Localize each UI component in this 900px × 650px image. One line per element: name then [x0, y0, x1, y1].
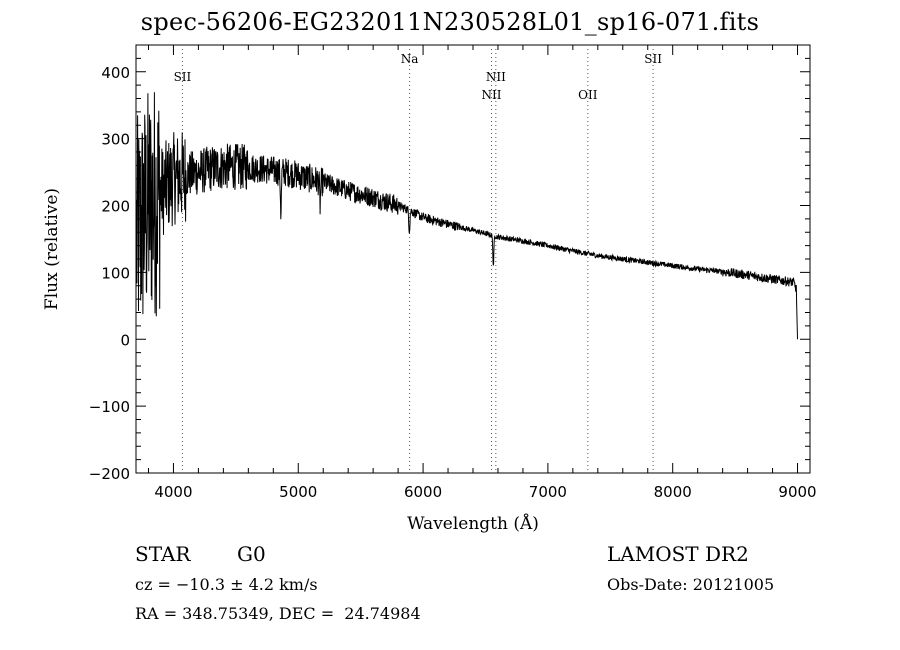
y-tick-label: 200 [101, 198, 130, 216]
ra-dec-coords: RA = 348.75349, DEC = 24.74984 [135, 604, 421, 623]
spectral-line-label: SII [644, 52, 662, 66]
x-tick-label: 6000 [404, 483, 442, 501]
redshift-cz: cz = −10.3 ± 4.2 km/s [135, 575, 318, 594]
plot-frame [135, 44, 811, 474]
y-axis-label: Flux (relative) [42, 188, 62, 310]
y-tick-label: −100 [89, 398, 130, 416]
obs-date: Obs-Date: 20121005 [607, 575, 775, 594]
y-tick-label: 400 [101, 64, 130, 82]
x-tick-label: 9000 [778, 483, 816, 501]
spectral-line-label: OII [578, 88, 598, 102]
object-subclass: G0 [237, 542, 266, 566]
spectral-line-label: SII [174, 70, 192, 84]
x-tick-label: 7000 [529, 483, 567, 501]
y-tick-label: 100 [101, 264, 130, 282]
spectral-line-label: Na [401, 52, 419, 66]
y-tick-label: 300 [101, 131, 130, 149]
object-class: STAR [135, 542, 191, 566]
x-axis-label: Wavelength (Å) [407, 513, 539, 534]
y-tick-label: −200 [89, 465, 130, 483]
x-tick-label: 8000 [654, 483, 692, 501]
spectrum-line [136, 92, 798, 340]
spectral-line-label: NII [481, 88, 501, 102]
chart-title: spec-56206-EG232011N230528L01_sp16-071.f… [140, 8, 760, 36]
x-tick-label: 5000 [279, 483, 317, 501]
survey-name: LAMOST DR2 [607, 542, 749, 566]
y-tick-label: 0 [120, 331, 130, 349]
spectral-line-label: NII [486, 70, 506, 84]
x-tick-label: 4000 [154, 483, 192, 501]
